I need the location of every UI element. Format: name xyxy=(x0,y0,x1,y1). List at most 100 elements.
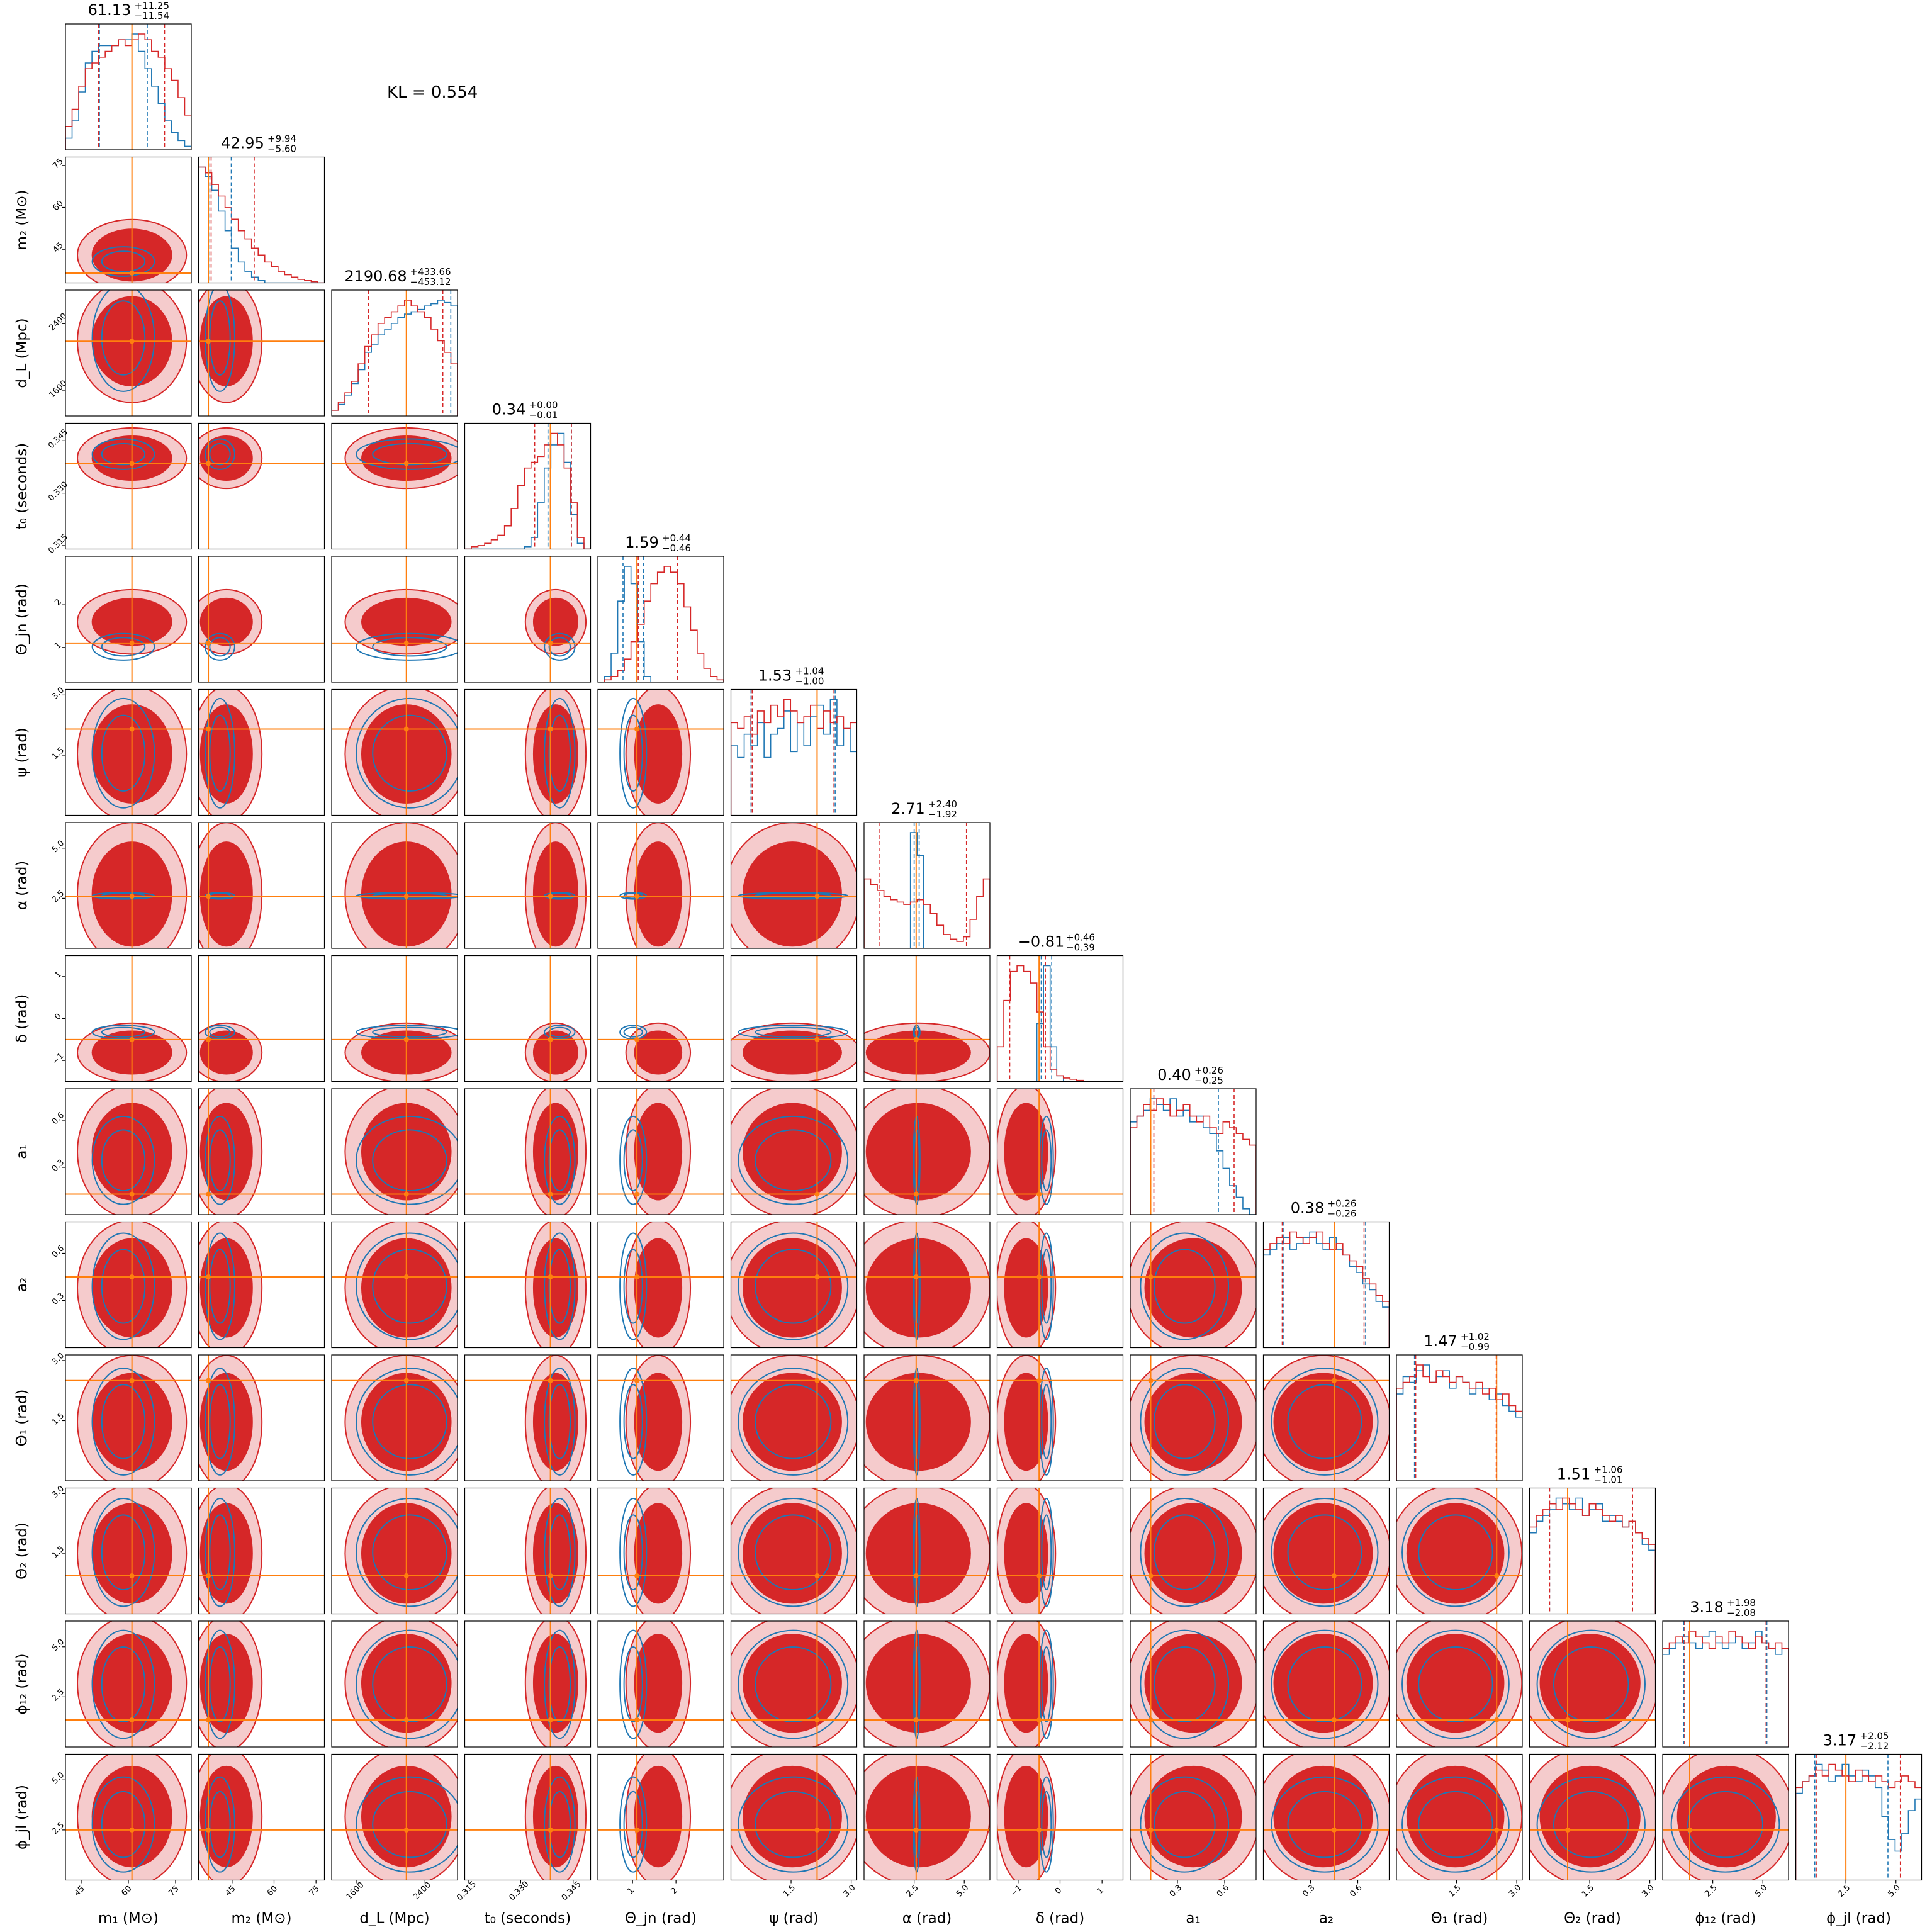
truth-marker xyxy=(913,1573,919,1578)
contour-panel-psi-vs-theta2 xyxy=(730,1487,858,1615)
panel-content xyxy=(65,423,191,549)
contour-b-inner xyxy=(623,1384,643,1459)
contour-b-outer xyxy=(91,1368,155,1476)
truth-marker xyxy=(1148,1573,1154,1578)
contour-b-outer xyxy=(91,1115,155,1205)
contour-b-inner xyxy=(101,1514,146,1591)
contour-panel-m1-vs-theta2: 1.5 3.0 Θ₂ (rad) xyxy=(14,1484,192,1615)
panel-content xyxy=(1130,1222,1256,1348)
truth-marker xyxy=(129,1827,135,1833)
y-tick-label: 5.0 xyxy=(50,839,66,855)
panel-frame xyxy=(597,1221,724,1349)
panel-content xyxy=(65,1488,191,1614)
panel-content xyxy=(598,1222,724,1348)
contour-b-inner xyxy=(548,637,571,657)
contour-panel-dL-vs-theta2 xyxy=(331,1487,458,1615)
panel-content xyxy=(332,1621,458,1747)
panel-frame xyxy=(730,1487,858,1615)
contour-b-outer xyxy=(91,697,155,809)
panel-frame xyxy=(464,1620,592,1748)
histogram-a xyxy=(864,878,990,948)
contour-b-inner xyxy=(1287,1646,1362,1722)
y-tick-label: 0 xyxy=(53,1012,63,1022)
panel-frame xyxy=(1262,1487,1390,1615)
panel-content xyxy=(997,1754,1123,1880)
panel-content xyxy=(1130,1355,1256,1481)
contour-panel-dL-vs-t0 xyxy=(331,422,458,550)
y-axis-label: ϕ₁₂ (rad) xyxy=(14,1653,30,1714)
panel-content xyxy=(731,1089,857,1215)
panel-content xyxy=(864,1355,990,1481)
contour-b-inner xyxy=(755,1129,832,1192)
truth-marker xyxy=(206,1717,211,1723)
panel-frame xyxy=(597,1620,724,1748)
truth-marker xyxy=(814,1191,820,1197)
panel-frame xyxy=(65,156,192,284)
panel-content xyxy=(65,1754,191,1880)
contour-b-inner xyxy=(1041,1129,1052,1192)
truth-marker xyxy=(913,1036,919,1042)
panel-content xyxy=(864,1089,990,1215)
panel-frame xyxy=(1529,1487,1656,1615)
panel-frame xyxy=(863,1620,991,1748)
panel-frame xyxy=(863,1753,991,1881)
panel-frame xyxy=(198,1487,325,1615)
panel-frame xyxy=(996,1620,1124,1748)
contour-panel-theta_jn-vs-a2 xyxy=(597,1221,724,1349)
panel-content xyxy=(198,1222,325,1348)
truth-marker xyxy=(814,1274,820,1279)
histogram-a xyxy=(198,166,325,283)
panel-content xyxy=(1663,1621,1789,1747)
x-tick-label: 5.0 xyxy=(1753,1883,1769,1899)
panel-frame xyxy=(1262,1354,1390,1481)
panel-frame xyxy=(730,688,858,816)
histogram-panel-delta: −0.81 +0.46−0.39 xyxy=(996,932,1124,1082)
histogram-b xyxy=(1529,1497,1656,1614)
contour-b-outer xyxy=(544,1776,576,1873)
panel-content xyxy=(864,1754,990,1880)
contour-b-outer xyxy=(205,290,235,392)
panel-frame xyxy=(331,1088,458,1215)
panel-frame xyxy=(730,1221,858,1349)
contour-b-inner xyxy=(1418,1646,1493,1722)
histogram-a xyxy=(1663,1631,1789,1747)
panel-content xyxy=(198,556,325,682)
y-axis-label: t₀ (seconds) xyxy=(14,443,30,530)
contour-panel-alpha-vs-a2 xyxy=(863,1221,991,1349)
truth-marker xyxy=(403,1573,409,1578)
x-tick-label: 1.5 xyxy=(1447,1883,1463,1899)
contour-a-inner xyxy=(634,1238,683,1338)
panel-frame xyxy=(198,556,325,683)
truth-marker xyxy=(634,1274,640,1279)
contour-panel-dL-vs-alpha xyxy=(331,822,458,949)
contour-b-outer xyxy=(1140,1368,1230,1476)
contour-b-inner xyxy=(1041,1249,1052,1324)
panel-content xyxy=(464,1488,591,1614)
panel-frame xyxy=(730,1753,858,1881)
contour-b-inner xyxy=(372,1249,447,1324)
contour-panel-dL-vs-phi_jl: 1600 2400 d_L (Mpc) xyxy=(331,1753,458,1927)
contour-panel-theta_jn-vs-delta xyxy=(597,955,724,1082)
panel-frame xyxy=(65,822,192,949)
truth-marker xyxy=(814,1036,820,1042)
contour-panel-t0-vs-a1 xyxy=(464,1088,592,1215)
contour-panel-theta_jn-vs-alpha xyxy=(597,822,724,949)
contour-a-inner xyxy=(1004,1103,1048,1201)
truth-marker xyxy=(1494,1717,1500,1723)
contour-b-outer xyxy=(619,1115,648,1205)
panel-title-plus: +1.98 xyxy=(1727,1597,1756,1609)
contour-b-inner xyxy=(209,300,231,376)
truth-marker xyxy=(913,1378,919,1383)
panel-frame xyxy=(1662,1620,1789,1748)
contour-panel-a1-vs-phi_jl: 0.3 0.6 a₁ xyxy=(1130,1753,1257,1927)
panel-content xyxy=(864,1621,990,1747)
truth-marker xyxy=(403,894,409,899)
contour-b-outer xyxy=(544,1232,576,1340)
contour-b-outer xyxy=(91,632,155,661)
truth-marker xyxy=(548,726,553,732)
truth-marker xyxy=(548,1191,553,1197)
contour-a-inner xyxy=(1273,1634,1373,1733)
y-tick-label: 2.5 xyxy=(50,889,66,904)
contour-b-outer xyxy=(619,1629,648,1739)
panel-content xyxy=(598,1754,724,1880)
